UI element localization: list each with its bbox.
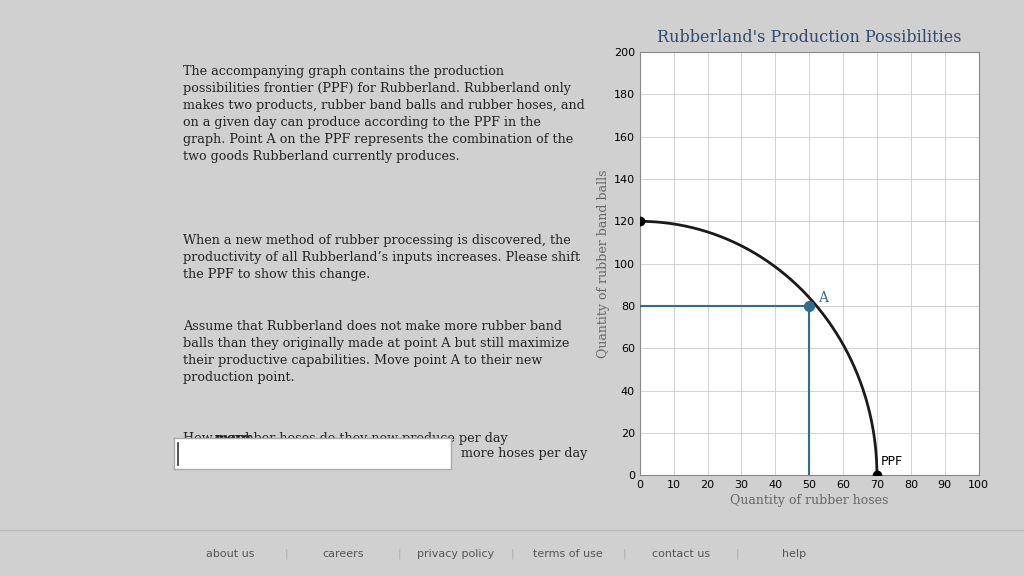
Text: When a new method of rubber processing is discovered, the
productivity of all Ru: When a new method of rubber processing i… xyxy=(183,234,581,281)
Text: privacy policy: privacy policy xyxy=(417,550,495,559)
Text: |: | xyxy=(397,549,401,559)
Text: |: | xyxy=(623,549,627,559)
Text: more: more xyxy=(213,433,250,445)
Text: help: help xyxy=(781,550,806,559)
Text: |: | xyxy=(510,549,514,559)
Text: How many: How many xyxy=(183,433,256,445)
Text: The accompanying graph contains the production
possibilities frontier (PPF) for : The accompanying graph contains the prod… xyxy=(183,66,585,164)
Text: A: A xyxy=(817,291,827,305)
Title: Rubberland's Production Possibilities: Rubberland's Production Possibilities xyxy=(657,29,962,47)
Text: more hoses per day: more hoses per day xyxy=(461,447,587,460)
Text: Assume that Rubberland does not make more rubber band
balls than they originally: Assume that Rubberland does not make mor… xyxy=(183,320,569,384)
Y-axis label: Quantity of rubber band balls: Quantity of rubber band balls xyxy=(597,169,609,358)
Text: |: | xyxy=(285,549,289,559)
Text: rubber hoses do they now produce per day
than before?: rubber hoses do they now produce per day… xyxy=(227,433,508,460)
Text: terms of use: terms of use xyxy=(534,550,603,559)
Text: |: | xyxy=(735,549,739,559)
Text: about us: about us xyxy=(206,550,255,559)
X-axis label: Quantity of rubber hoses: Quantity of rubber hoses xyxy=(730,494,889,507)
Text: PPF: PPF xyxy=(881,454,902,468)
Text: contact us: contact us xyxy=(652,550,710,559)
Text: careers: careers xyxy=(323,550,364,559)
